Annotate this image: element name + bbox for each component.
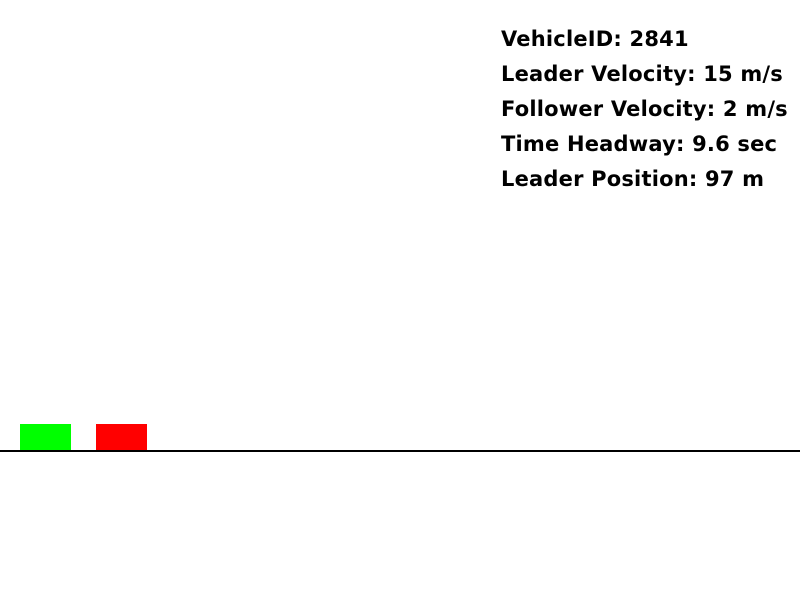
time-headway-text: Time Headway: 9.6 sec bbox=[501, 132, 778, 156]
follower-velocity-text: Follower Velocity: 2 m/s bbox=[501, 97, 788, 121]
leader-position-text: Leader Position: 97 m bbox=[501, 167, 765, 191]
leader-velocity-text: Leader Velocity: 15 m/s bbox=[501, 62, 783, 86]
follower-vehicle bbox=[20, 424, 71, 450]
leader-vehicle bbox=[96, 424, 147, 450]
road-line bbox=[0, 450, 800, 452]
vehicle-info-panel: VehicleID: 2841 Leader Velocity: 15 m/s … bbox=[501, 22, 788, 197]
vehicle-id-text: VehicleID: 2841 bbox=[501, 27, 689, 51]
